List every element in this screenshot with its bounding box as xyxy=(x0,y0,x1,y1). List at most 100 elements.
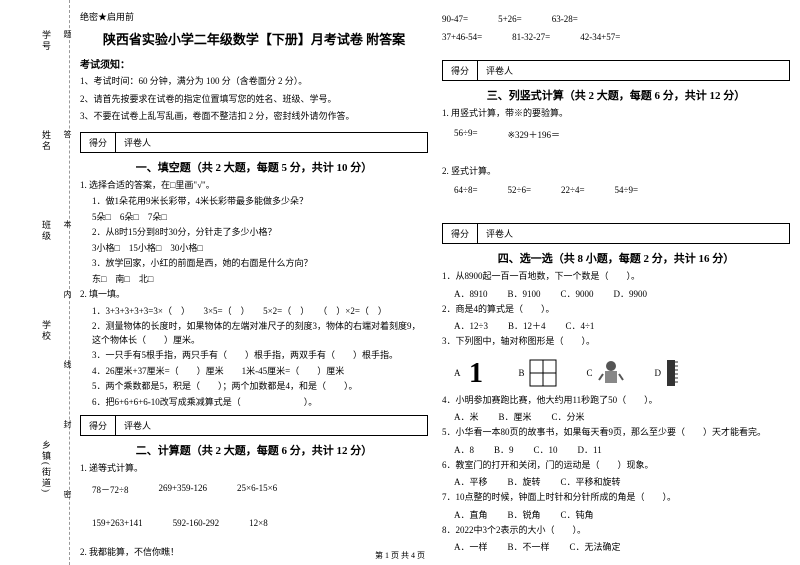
q4-4-a: A．米 xyxy=(454,410,479,423)
c2b-1: 90-47= xyxy=(442,14,468,24)
q4-2-opts: A．12÷3 B．12＋4 C．4÷1 xyxy=(454,319,790,332)
q1-2b: 2．测量物体的长度时，如果物体的左端对准尺子的刻度3，物体的右端对着刻度9，这个… xyxy=(92,320,428,347)
q1-1: 1. 选择合适的答案，在□里画"√"。 xyxy=(80,179,428,193)
score-box-4: 得分 评卷人 xyxy=(442,223,790,244)
q1-1a: 1．做1朵花用9米长彩带，4米长彩带最多能做多少朵？ xyxy=(92,195,428,209)
mark-4: 内 xyxy=(62,290,73,298)
q4-1-a: A．8910 xyxy=(454,287,488,300)
digit-one-icon: 1 xyxy=(465,358,489,388)
q1-2f: 6．把6+6+6+6-10改写成乘减算式是（ ）。 xyxy=(92,396,428,410)
mark-5: 线 xyxy=(62,360,73,368)
score-box-3: 得分 评卷人 xyxy=(442,60,790,81)
character-icon xyxy=(597,358,625,388)
section-3-title: 三、列竖式计算（共 2 大题，每题 6 分，共计 12 分） xyxy=(442,87,790,103)
c2b-2: 5+26= xyxy=(498,14,522,24)
c2b-5: 81-32-27= xyxy=(512,32,550,42)
notice-3: 3、不要在试卷上乱写乱画，卷面不整洁扣 2 分，密封线外请勿作答。 xyxy=(80,110,428,124)
q1-1c-opt: 东□ 南□ 北□ xyxy=(92,273,428,287)
q4-7-opts: A．直角 B．锐角 C．钝角 xyxy=(454,508,790,521)
mark-1: 题 xyxy=(62,30,73,38)
shape-b: B xyxy=(519,359,557,387)
label-b: B xyxy=(519,368,525,378)
q4-7: 7．10点整的时候，钟面上时针和分针所成的角是（ ）。 xyxy=(442,491,790,505)
score-label-2: 得分 xyxy=(81,416,116,435)
q2-1: 1. 递等式计算。 xyxy=(80,462,428,476)
left-column: 绝密★启用前 陕西省实验小学二年级数学【下册】月考试卷 附答案 考试须知： 1、… xyxy=(80,10,428,562)
q4-1-opts: A．8910 B．9100 C．9000 D．9900 xyxy=(454,287,790,300)
calc-6: 12×8 xyxy=(249,518,268,528)
field-town: 乡镇(街道) xyxy=(40,440,53,494)
q4-3-shapes: A 1 B C D xyxy=(454,358,790,388)
c3-2: ※329＋196＝ xyxy=(508,128,561,141)
c3-1: 56÷9= xyxy=(454,128,478,141)
calc-2: 269+359-126 xyxy=(158,483,207,496)
notice-head: 考试须知： xyxy=(80,56,428,71)
calc3-r1: 56÷9= ※329＋196＝ xyxy=(454,128,790,141)
calc-r2: 159+263+141 592-160-292 12×8 xyxy=(92,518,428,528)
score-box-2: 得分 评卷人 xyxy=(80,415,428,436)
q4-8: 8．2022中3个2表示的大小（ ）。 xyxy=(442,524,790,538)
field-name: 姓名 xyxy=(40,130,53,152)
q4-5-opts: A．8 B．9 C．10 D．11 xyxy=(454,443,790,456)
shape-c: C xyxy=(587,358,625,388)
c2b-3: 63-28= xyxy=(552,14,578,24)
calc-4: 159+263+141 xyxy=(92,518,143,528)
calc3-r2: 64÷8= 52÷6= 22÷4= 54÷9= xyxy=(454,185,790,195)
score-label-4: 得分 xyxy=(443,224,478,243)
q4-1-c: C．9000 xyxy=(561,287,594,300)
mark-7: 密 xyxy=(62,490,73,498)
q4-3: 3．下列图中，轴对称图形是（ ）。 xyxy=(442,335,790,349)
q4-6-opts: A．平移 B．旋转 C．平移和旋转 xyxy=(454,475,790,488)
q4-5-c: C．10 xyxy=(534,443,558,456)
secret-label: 绝密★启用前 xyxy=(80,10,428,23)
svg-text:1: 1 xyxy=(469,358,483,388)
exam-title: 陕西省实验小学二年级数学【下册】月考试卷 附答案 xyxy=(80,29,428,48)
q4-5-b: B．9 xyxy=(494,443,514,456)
c3-4: 52÷6= xyxy=(508,185,532,195)
q4-7-b: B．锐角 xyxy=(508,508,541,521)
calc2b-r2: 37+46-54= 81-32-27= 42-34+57= xyxy=(442,32,790,42)
q1-2: 2. 填一填。 xyxy=(80,288,428,302)
label-c: C xyxy=(587,368,593,378)
q4-7-a: A．直角 xyxy=(454,508,488,521)
q4-1: 1．从8900起一百一百地数，下一个数是（ ）。 xyxy=(442,270,790,284)
q4-5: 5．小华看一本80页的故事书，如果每天看9页，那么至少要（ ）天才能看完。 xyxy=(442,426,790,440)
grader-label: 评卷人 xyxy=(116,133,159,152)
q4-2: 2．商是4的算式是（ ）。 xyxy=(442,303,790,317)
q4-6-b: B．旋转 xyxy=(508,475,541,488)
q4-4-c: C．分米 xyxy=(552,410,585,423)
q4-6: 6．教室门的打开和关闭，门的运动是（ ）现象。 xyxy=(442,459,790,473)
label-a: A xyxy=(454,368,461,378)
q4-4: 4．小明参加赛跑比赛，他大约用11秒跑了50（ ）。 xyxy=(442,394,790,408)
q3-1: 1. 用竖式计算，带※的要验算。 xyxy=(442,107,790,121)
calc-3: 25×6-15×6 xyxy=(237,483,277,496)
c2b-6: 42-34+57= xyxy=(580,32,620,42)
label-d: D xyxy=(655,368,662,378)
score-label: 得分 xyxy=(81,133,116,152)
calc2b-r1: 90-47= 5+26= 63-28= xyxy=(442,14,790,24)
c3-5: 22÷4= xyxy=(561,185,585,195)
shape-a: A 1 xyxy=(454,358,489,388)
q4-2-a: A．12÷3 xyxy=(454,319,488,332)
notice-1: 1、考试时间：60 分钟，满分为 100 分（含卷面分 2 分）。 xyxy=(80,75,428,89)
c2b-4: 37+46-54= xyxy=(442,32,482,42)
section-1-title: 一、填空题（共 2 大题，每题 5 分，共计 10 分） xyxy=(80,159,428,175)
mark-2: 答 xyxy=(62,130,73,138)
field-id: 学号 xyxy=(40,30,53,52)
q4-2-c: C．4÷1 xyxy=(565,319,594,332)
q4-1-d: D．9900 xyxy=(614,287,648,300)
page-content: 绝密★启用前 陕西省实验小学二年级数学【下册】月考试卷 附答案 考试须知： 1、… xyxy=(80,10,790,562)
q4-5-a: A．8 xyxy=(454,443,474,456)
q4-6-c: C．平移和旋转 xyxy=(561,475,621,488)
q1-1b: 2．从8时15分到8时30分，分针走了多少小格？ xyxy=(92,226,428,240)
calc-5: 592-160-292 xyxy=(173,518,220,528)
calc-1: 78－72÷8 xyxy=(92,483,128,496)
q4-4-b: B．厘米 xyxy=(499,410,532,423)
right-column: 90-47= 5+26= 63-28= 37+46-54= 81-32-27= … xyxy=(442,10,790,562)
shape-d: D xyxy=(655,358,680,388)
score-box-1: 得分 评卷人 xyxy=(80,132,428,153)
section-2-title: 二、计算题（共 2 大题，每题 6 分，共计 12 分） xyxy=(80,442,428,458)
binding-strip: 学号 姓名 班级 学校 乡镇(街道) 题 答 本 内 线 封 密 xyxy=(0,0,70,565)
q4-2-b: B．12＋4 xyxy=(508,319,546,332)
comb-icon xyxy=(665,358,679,388)
